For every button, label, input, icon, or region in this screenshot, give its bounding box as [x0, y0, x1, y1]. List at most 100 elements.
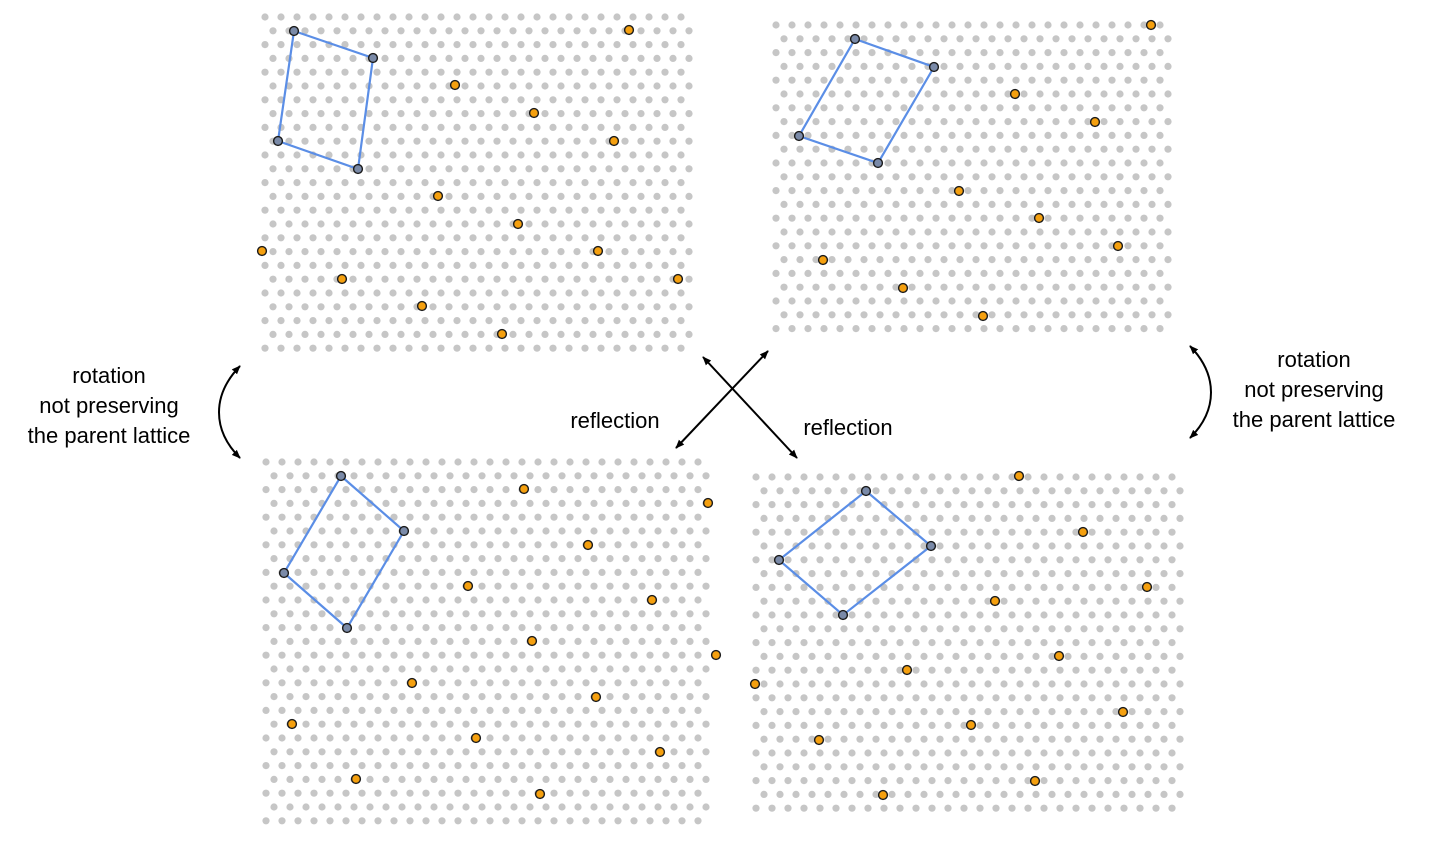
lattice-dot: [262, 513, 270, 521]
lattice-dot: [469, 234, 477, 242]
panel-top-right: [772, 19, 1172, 333]
lattice-dot: [1120, 473, 1128, 481]
lattice-dot: [1056, 804, 1064, 812]
superlattice-point: [432, 190, 444, 202]
lattice-dot: [597, 96, 605, 104]
lattice-dot: [502, 541, 510, 549]
lattice-dot: [629, 96, 637, 104]
lattice-dot: [621, 192, 629, 200]
lattice-dot: [1096, 542, 1104, 550]
lattice-dot: [792, 625, 800, 633]
lattice-dot: [1036, 35, 1044, 43]
lattice-dot: [956, 228, 964, 236]
lattice-dot: [462, 555, 470, 563]
lattice-dot: [816, 694, 824, 702]
lattice-dot: [1060, 131, 1068, 139]
lattice-dot: [816, 639, 824, 647]
lattice-dot: [1088, 694, 1096, 702]
lattice-dot: [293, 41, 301, 49]
lattice-dot: [374, 651, 382, 659]
lattice-dot: [924, 228, 932, 236]
lattice-dot: [309, 68, 317, 76]
lattice-dot: [1052, 228, 1060, 236]
lattice-dot: [1000, 790, 1008, 799]
lattice-dot: [533, 317, 541, 325]
lattice-dot: [390, 734, 398, 742]
lattice-dot: [852, 325, 860, 333]
lattice-dot: [573, 248, 581, 256]
lattice-dot: [1104, 583, 1112, 592]
lattice-dot: [294, 458, 302, 466]
lattice-dot: [333, 110, 341, 118]
lattice-dot: [992, 501, 1000, 509]
lattice-dot: [1028, 269, 1036, 277]
lattice-dot: [454, 706, 462, 715]
lattice-dot: [784, 611, 792, 619]
lattice-dot: [478, 582, 486, 590]
lattice-dot: [968, 763, 976, 771]
lattice-dot: [1020, 283, 1028, 291]
lattice-dot: [285, 330, 293, 338]
lattice-dot: [912, 611, 920, 619]
lattice-dot: [800, 666, 808, 674]
lattice-dot: [1048, 570, 1056, 578]
lattice-dot: [334, 610, 342, 618]
lattice-dot: [437, 41, 445, 49]
lattice-dot: [992, 721, 1000, 730]
lattice-dot: [1120, 694, 1128, 702]
lattice-dot: [1048, 763, 1056, 771]
lattice-dot: [269, 165, 277, 173]
lattice-dot: [1032, 597, 1040, 605]
lattice-dot: [454, 541, 462, 549]
lattice-dot: [350, 803, 358, 811]
lattice-dot: [581, 344, 589, 352]
lattice-dot: [1064, 708, 1072, 716]
lattice-dot: [1000, 763, 1008, 771]
lattice-dot: [1136, 611, 1144, 619]
lattice-dot: [964, 242, 972, 250]
lattice-dot: [976, 556, 984, 564]
lattice-dot: [661, 123, 669, 131]
lattice-dot: [1116, 173, 1124, 181]
lattice-dot: [646, 651, 654, 659]
lattice-dot: [1112, 487, 1120, 495]
lattice-dot: [486, 458, 494, 466]
lattice-dot: [589, 220, 597, 228]
lattice-dot: [582, 706, 590, 715]
lattice-dot: [653, 82, 661, 90]
lattice-dot: [413, 330, 421, 338]
lattice-dot: [824, 735, 832, 743]
lattice-dot: [646, 734, 654, 742]
lattice-dot: [888, 542, 896, 550]
lattice-dot: [605, 27, 613, 35]
lattice-dot: [670, 720, 678, 728]
lattice-dot: [558, 775, 566, 784]
lattice-dot: [381, 27, 389, 35]
lattice-dot: [414, 555, 422, 563]
lattice-dot: [533, 96, 541, 104]
lattice-dot: [844, 283, 852, 291]
lattice-dot: [550, 458, 558, 466]
lattice-dot: [988, 311, 996, 319]
lattice-dot: [1104, 804, 1112, 812]
lattice-dot: [549, 344, 557, 352]
lattice-dot: [988, 90, 996, 98]
lattice-dot: [453, 206, 461, 214]
lattice-dot: [558, 748, 566, 756]
lattice-dot: [1088, 583, 1096, 592]
lattice-dot: [477, 137, 485, 145]
lattice-dot: [924, 145, 932, 153]
lattice-dot: [1012, 242, 1020, 250]
lattice-dot: [446, 499, 454, 507]
lattice-dot: [526, 775, 534, 784]
lattice-dot: [374, 458, 382, 466]
lattice-dot: [968, 597, 976, 605]
lattice-dot: [1176, 597, 1184, 605]
lattice-dot: [872, 763, 880, 771]
lattice-dot: [334, 527, 342, 535]
lattice-dot: [334, 803, 342, 811]
lattice-dot: [932, 76, 940, 84]
lattice-dot: [752, 556, 760, 564]
lattice-dot: [518, 789, 526, 797]
lattice-dot: [550, 789, 558, 797]
